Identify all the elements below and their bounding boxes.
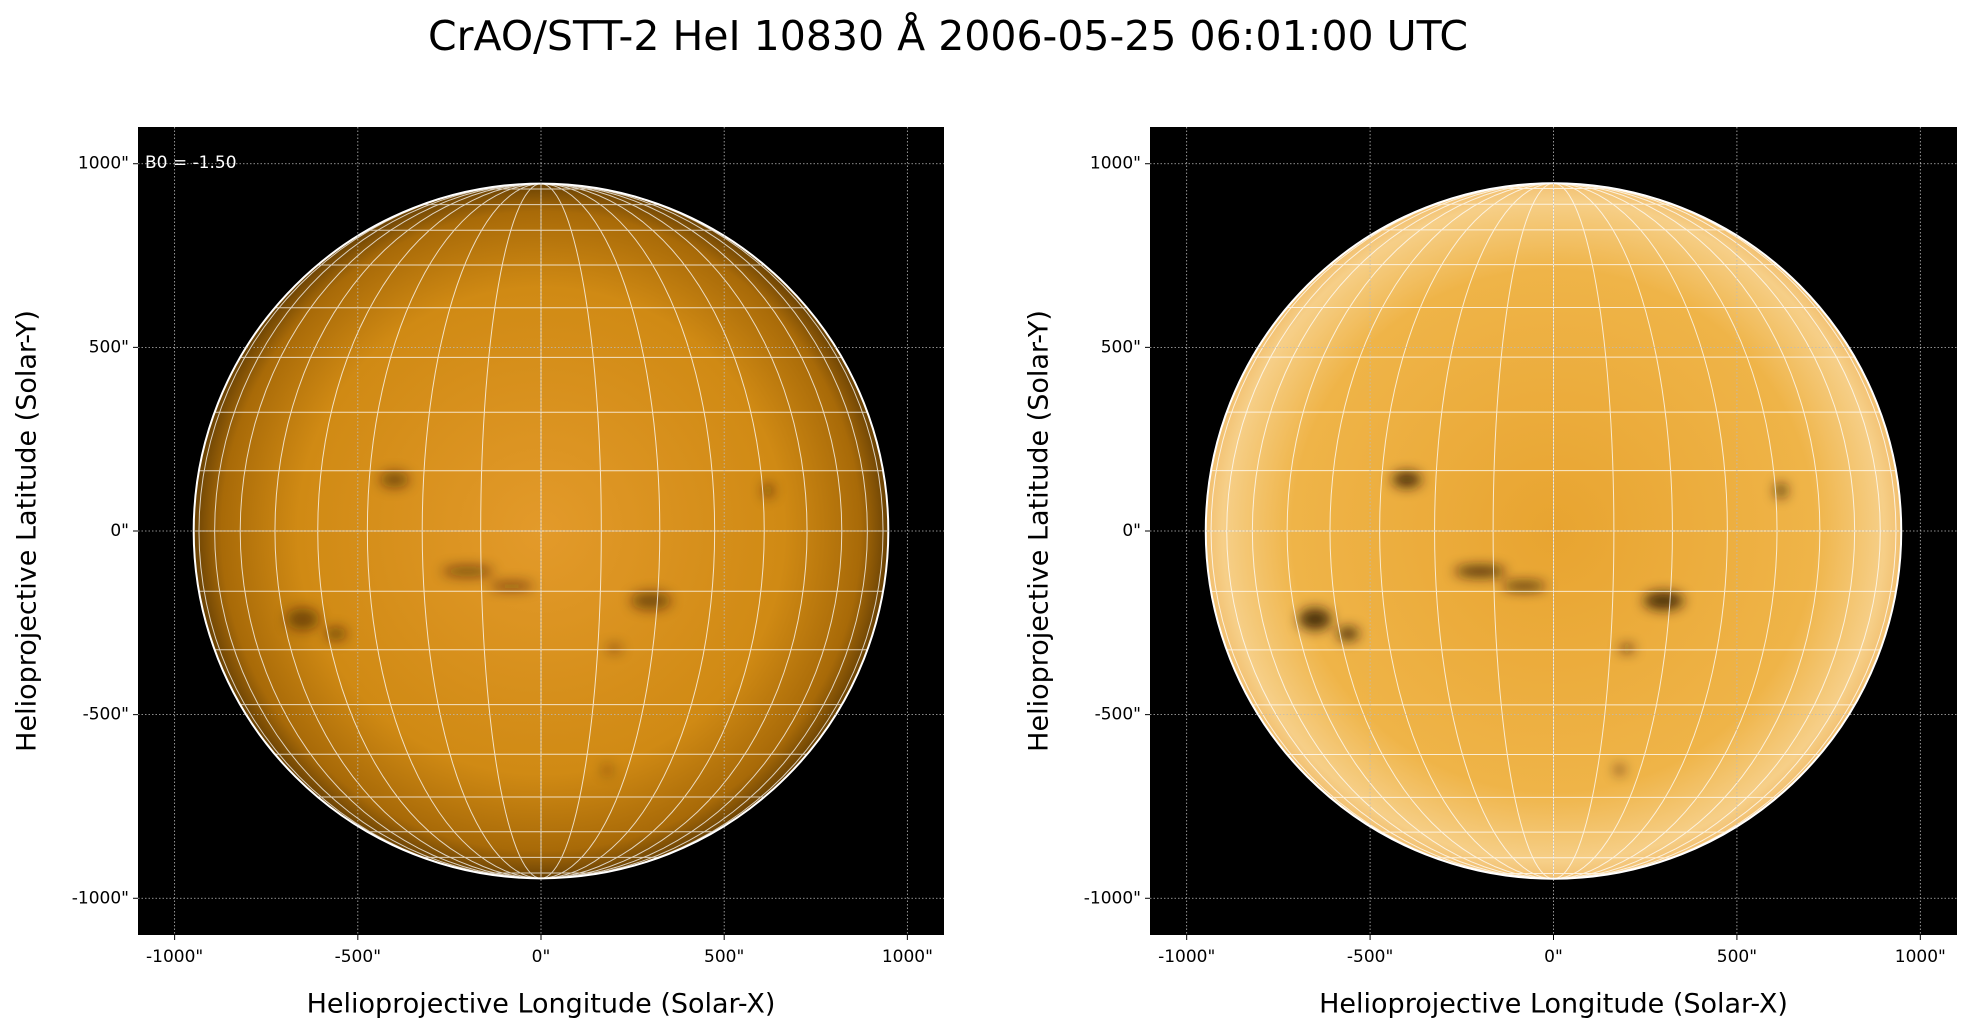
x-tick-label: 500"	[704, 947, 744, 967]
filament	[1643, 591, 1684, 610]
x-tick-label: 0"	[532, 947, 551, 967]
y-tick-label: -1000"	[1084, 888, 1141, 908]
x-tick-label: 500"	[1717, 947, 1757, 967]
y-tick-label: -500"	[1095, 705, 1141, 725]
filament	[1619, 644, 1635, 653]
x-tick-label: -1000"	[146, 947, 203, 967]
x-axis-label: Helioprojective Longitude (Solar-X)	[1319, 989, 1788, 1020]
filament	[1392, 471, 1422, 488]
y-tick-label: 500"	[1101, 337, 1141, 357]
filament	[762, 483, 774, 498]
filament	[379, 471, 410, 488]
filament	[1337, 627, 1360, 641]
figure-title: CrAO/STT-2 HeI 10830 Å 2006-05-25 06:01:…	[428, 12, 1468, 60]
y-tick-label: 0"	[110, 521, 129, 541]
axes	[1150, 127, 1957, 935]
x-tick-label: 1000"	[1895, 947, 1946, 967]
y-tick-label: -500"	[83, 705, 129, 725]
filament	[1502, 581, 1547, 591]
annotation: B0 = -1.50	[145, 153, 237, 173]
filament	[606, 644, 622, 653]
filament	[1298, 608, 1332, 631]
dark-features	[1298, 471, 1787, 775]
filament	[1615, 765, 1624, 775]
x-tick-label: -1000"	[1158, 947, 1215, 967]
filament	[489, 581, 534, 591]
y-tick-label: 1000"	[1090, 154, 1141, 174]
filament	[442, 565, 494, 577]
dark-features	[286, 471, 774, 775]
filament	[324, 627, 347, 641]
y-tick-label: 0"	[1122, 521, 1141, 541]
filament	[286, 608, 320, 631]
filament	[1454, 565, 1506, 577]
x-axis-label: Helioprojective Longitude (Solar-X)	[307, 989, 776, 1020]
x-tick-label: 0"	[1544, 947, 1563, 967]
x-tick-label: -500"	[335, 947, 381, 967]
x-tick-label: 1000"	[882, 947, 933, 967]
filament	[630, 591, 672, 610]
filament	[602, 765, 612, 775]
y-axis-label: Helioprojective Latitude (Solar-Y)	[1024, 310, 1055, 752]
y-tick-label: -1000"	[72, 888, 129, 908]
axes	[138, 127, 944, 935]
y-tick-label: 500"	[89, 337, 129, 357]
x-tick-label: -500"	[1347, 947, 1393, 967]
y-axis-label: Helioprojective Latitude (Solar-Y)	[12, 310, 43, 752]
filament	[1775, 483, 1787, 498]
y-tick-label: 1000"	[78, 154, 129, 174]
